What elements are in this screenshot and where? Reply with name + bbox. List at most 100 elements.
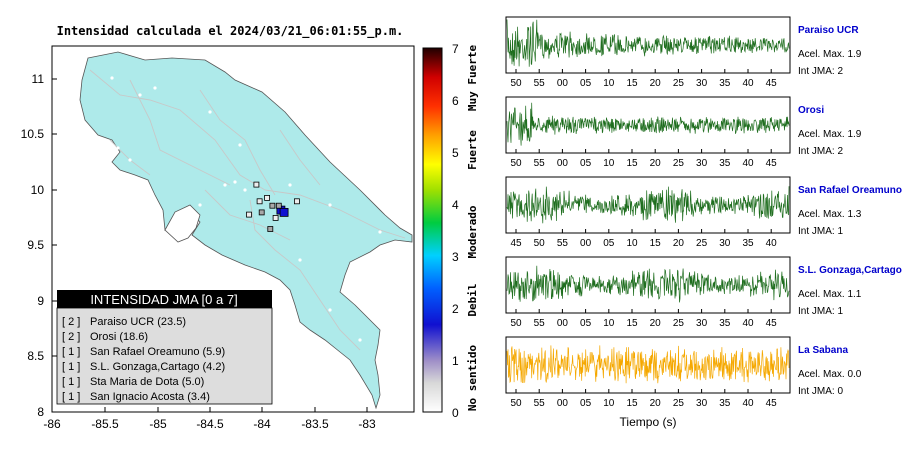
station-name: Paraiso UCR [798,25,859,36]
time-tick-label: 50 [510,78,522,89]
waveform-panel: 50 55 00 05 10 15 20 25 30 35 40 45 La Sabana Acel. M… [505,336,862,409]
map-station-marker [279,207,289,217]
town-dot [328,203,332,207]
colorbar-label: No sentido [466,345,479,412]
waveform-frame [505,16,791,74]
station-acel: Acel. Max. 1.3 [798,209,862,220]
time-tick-label: 10 [626,238,638,249]
time-tick-label: 35 [719,78,731,89]
time-tick-label: 55 [534,158,546,169]
legend-body-bg [56,307,273,405]
colorbar-tick: 2 [452,302,459,316]
time-tick-label: 15 [626,158,638,169]
waveform-panel: 50 55 00 05 10 15 20 25 30 35 40 45 S.L. Gonzaga,Car… [505,256,902,329]
time-tick-label: 15 [626,398,638,409]
colorbar-label: Debil [466,283,479,316]
x-tick-label: -85 [149,417,167,431]
map-station-marker [275,202,282,209]
colorbar-gradient [422,47,443,413]
time-tick-label: 30 [719,238,731,249]
colorbar-label: Moderado [466,205,479,258]
time-tick-label: 40 [742,318,754,329]
map-station-marker [246,211,252,218]
time-tick-label: 10 [603,158,615,169]
colorbar-tick: 3 [452,250,459,264]
town-dot [243,188,247,192]
station-name: La Sabana [798,345,848,356]
time-tick-label: 30 [696,158,708,169]
map-station-marker [269,202,276,209]
station-jma: Int JMA: 1 [798,306,843,317]
colorbar-tick: 6 [452,94,459,108]
map-station-marker [272,214,279,221]
legend-item-text: S.L. Gonzaga,Cartago (4.2) [90,361,225,373]
time-tick-label: 25 [673,398,685,409]
station-jma: Int JMA: 2 [798,66,843,77]
time-tick-label: 55 [534,78,546,89]
map-station-marker [258,209,265,216]
y-tick-label: 9.5 [27,238,44,252]
map-panel: -86 -85.5 -85 -84.5 -84 -83.5 -83 11 10.… [21,45,415,431]
y-tick-label: 10 [31,183,45,197]
time-tick-label: 05 [580,318,592,329]
time-tick-label: 50 [510,318,522,329]
town-dot [288,183,292,187]
station-jma: Int JMA: 0 [798,386,843,397]
time-tick-label: 05 [580,78,592,89]
waveform-trace [506,345,790,384]
station-acel: Acel. Max. 0.0 [798,369,862,380]
time-tick-label: 20 [673,238,685,249]
time-tick-label: 45 [766,78,778,89]
time-tick-label: 20 [650,78,662,89]
time-tick-label: 00 [557,398,569,409]
station-acel: Acel. Max. 1.9 [798,129,862,140]
time-tick-label: 10 [603,398,615,409]
legend-item-text: Sta Maria de Dota (5.0) [90,376,204,388]
road-8 [279,129,321,186]
time-tick-label: 05 [580,158,592,169]
town-dot [138,93,142,97]
map-station-markers [246,181,300,232]
time-tick-label: 40 [742,78,754,89]
waveform-panels: 50 55 00 05 10 15 20 25 30 35 40 45 Paraiso UCR Acel.… [505,16,902,409]
intensity-colorbar: 7 6 5 4 3 2 1 0 Muy Fuerte Fuerte Modera… [422,42,479,420]
nicoya-gulf-inlet [164,204,201,243]
waveform-panel: 50 55 00 05 10 15 20 25 30 35 40 45 Orosi Acel. Max. … [505,96,862,169]
road-network [89,69,406,351]
time-tick-label: 30 [696,78,708,89]
town-dot [208,110,212,114]
time-tick-label: 25 [673,78,685,89]
time-tick-label: 25 [696,238,708,249]
town-dot [110,76,114,80]
station-acel: Acel. Max. 1.9 [798,49,862,60]
time-tick-label: 55 [534,398,546,409]
y-tick-label: 11 [32,72,45,86]
town-dot [328,308,332,312]
town-dot [128,158,132,162]
waveform-trace [506,102,790,146]
waveform-trace [506,265,790,303]
legend-item-jma: [ 1 ] [62,361,80,373]
waveform-panel: 50 55 00 05 10 15 20 25 30 35 40 45 Paraiso UCR Acel.… [505,16,862,89]
legend-item-text: Paraiso UCR (23.5) [90,316,186,328]
town-dot [116,146,120,150]
colorbar-labels: Muy Fuerte Fuerte Moderado Debil No sent… [466,45,479,412]
station-name: San Rafael Oreamuno [798,185,902,196]
map-title: Intensidad calculada el 2024/03/21_06:01… [57,24,404,39]
station-acel: Acel. Max. 1.1 [798,289,862,300]
legend-header-bg [57,290,272,308]
time-tick-label: 15 [626,78,638,89]
legend-item-jma: [ 1 ] [62,391,80,403]
road-3 [199,89,276,196]
map-x-tick-labels: -86 -85.5 -85 -84.5 -84 -83.5 -83 [43,417,376,431]
town-dot [233,180,237,184]
y-tick-label: 8.5 [27,349,44,363]
time-tick-label: 20 [650,158,662,169]
time-tick-label: 40 [742,158,754,169]
time-tick-label: 25 [673,158,685,169]
time-tick-label: 00 [557,158,569,169]
time-tick-label: 40 [742,398,754,409]
station-name: S.L. Gonzaga,Cartago [798,265,902,276]
